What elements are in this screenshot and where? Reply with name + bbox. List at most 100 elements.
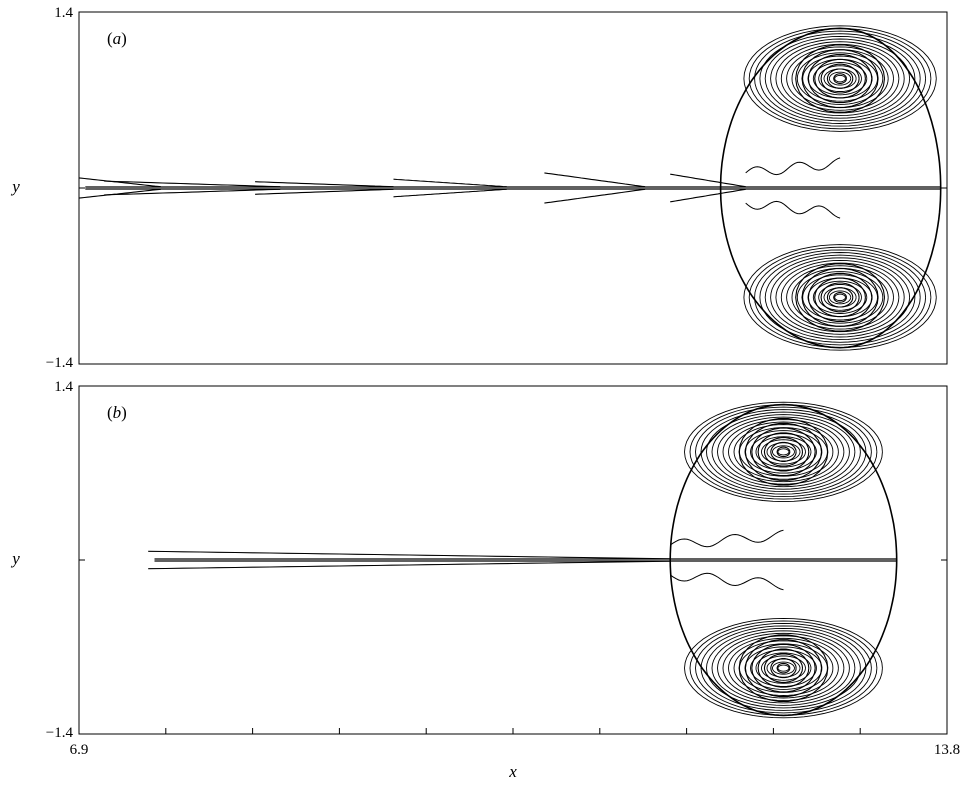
vortex-core bbox=[826, 287, 854, 308]
wake-streak bbox=[393, 188, 507, 198]
closed-streamline bbox=[706, 411, 861, 493]
closed-streamline bbox=[766, 442, 801, 462]
streamline-group bbox=[148, 401, 898, 719]
closed-streamline bbox=[796, 52, 884, 105]
closed-streamline bbox=[750, 433, 817, 471]
closed-streamline bbox=[791, 267, 889, 327]
closed-streamline bbox=[759, 33, 921, 124]
x-axis-label: x bbox=[508, 762, 517, 781]
wake-streak bbox=[148, 560, 671, 570]
vortex-core bbox=[801, 49, 879, 108]
y-ticks: 1.4 −1.4 bbox=[46, 379, 947, 741]
closed-streamline bbox=[777, 664, 790, 672]
closed-streamline bbox=[748, 246, 932, 348]
closed-streamline bbox=[818, 65, 862, 92]
closed-streamline bbox=[711, 414, 856, 490]
closed-streamline bbox=[733, 424, 834, 480]
x-ticks: 6.9 13.8 bbox=[70, 728, 960, 758]
wake-streak bbox=[255, 188, 394, 195]
closed-streamline bbox=[759, 252, 921, 343]
closed-streamline bbox=[818, 284, 862, 311]
vortex-core bbox=[757, 432, 810, 472]
closed-streamline bbox=[796, 271, 884, 324]
vortex-core bbox=[801, 268, 879, 327]
vortex-core bbox=[807, 272, 873, 322]
wake-streak bbox=[78, 177, 161, 188]
closed-streamline bbox=[755, 652, 812, 684]
closed-streamline bbox=[764, 35, 916, 122]
closed-streamline bbox=[755, 436, 812, 468]
closed-streamline bbox=[786, 46, 894, 111]
vortex-core bbox=[757, 648, 810, 688]
vortex-core bbox=[833, 73, 847, 84]
wake-streak bbox=[148, 550, 671, 560]
closed-streamline bbox=[775, 259, 905, 335]
panel-b: 1.4 −1.4 6.9 13.8 (b) bbox=[46, 379, 960, 758]
closed-streamline bbox=[766, 658, 801, 678]
x-tick-label: 6.9 bbox=[70, 742, 89, 758]
closed-streamline bbox=[812, 280, 868, 314]
vortex-core bbox=[820, 63, 860, 94]
y-axis-label: y bbox=[10, 549, 20, 568]
vortex-core bbox=[751, 427, 816, 477]
closed-streamline bbox=[775, 41, 905, 117]
closed-streamline bbox=[754, 30, 927, 127]
wake-streak bbox=[393, 178, 507, 188]
wake-streak bbox=[670, 188, 746, 203]
closed-streamline bbox=[823, 68, 857, 89]
closed-streamline bbox=[700, 625, 867, 711]
wake-streak bbox=[670, 173, 746, 188]
closed-streamline bbox=[689, 404, 878, 500]
vortex-core bbox=[738, 634, 829, 702]
closed-streamline bbox=[722, 419, 845, 485]
vortex-core bbox=[814, 58, 866, 99]
vortex-core bbox=[770, 658, 797, 679]
vortex-core bbox=[776, 446, 791, 458]
closed-streamline bbox=[807, 58, 873, 99]
y-tick-label: −1.4 bbox=[46, 725, 74, 741]
vortex-core bbox=[776, 662, 791, 674]
closed-streamline bbox=[711, 630, 856, 706]
closed-streamline bbox=[684, 401, 883, 503]
closed-streamline bbox=[828, 71, 852, 86]
closed-streamline bbox=[689, 620, 878, 716]
separatrix bbox=[745, 157, 841, 176]
vortex-core bbox=[833, 292, 847, 303]
y-tick-label: −1.4 bbox=[46, 355, 74, 371]
panel-a: 1.4 −1.4 (a) bbox=[46, 5, 948, 371]
y-axis-label: y bbox=[10, 177, 20, 196]
closed-streamline bbox=[823, 287, 857, 308]
vortex-core bbox=[763, 437, 804, 467]
closed-streamline bbox=[764, 254, 916, 341]
closed-streamline bbox=[754, 249, 927, 346]
vortex-core bbox=[795, 263, 886, 332]
closed-streamline bbox=[772, 445, 795, 459]
vortex-core bbox=[744, 422, 823, 481]
wake-streak bbox=[78, 188, 161, 199]
closed-streamline bbox=[717, 416, 850, 488]
closed-streamline bbox=[695, 406, 872, 498]
wake-streak bbox=[104, 180, 281, 188]
vortex-core bbox=[751, 643, 816, 693]
closed-streamline bbox=[777, 448, 790, 456]
panel-label: (a) bbox=[107, 29, 127, 48]
closed-streamline bbox=[722, 635, 845, 701]
closed-streamline bbox=[761, 655, 806, 681]
closed-streamline bbox=[684, 617, 883, 719]
vortex-core bbox=[744, 639, 823, 698]
closed-streamline bbox=[786, 265, 894, 330]
closed-streamline bbox=[700, 409, 867, 495]
closed-streamline bbox=[812, 62, 868, 96]
separatrix bbox=[745, 200, 841, 219]
closed-streamline bbox=[733, 640, 834, 696]
vortex-core bbox=[763, 653, 804, 683]
closed-streamline bbox=[743, 25, 937, 132]
panel-label: (b) bbox=[107, 403, 127, 422]
closed-streamline bbox=[828, 290, 852, 305]
vortex-core bbox=[807, 54, 873, 104]
closed-streamline bbox=[717, 632, 850, 704]
closed-streamline bbox=[807, 277, 873, 318]
x-tick-label: 13.8 bbox=[934, 742, 960, 758]
wake-streak bbox=[104, 188, 281, 196]
